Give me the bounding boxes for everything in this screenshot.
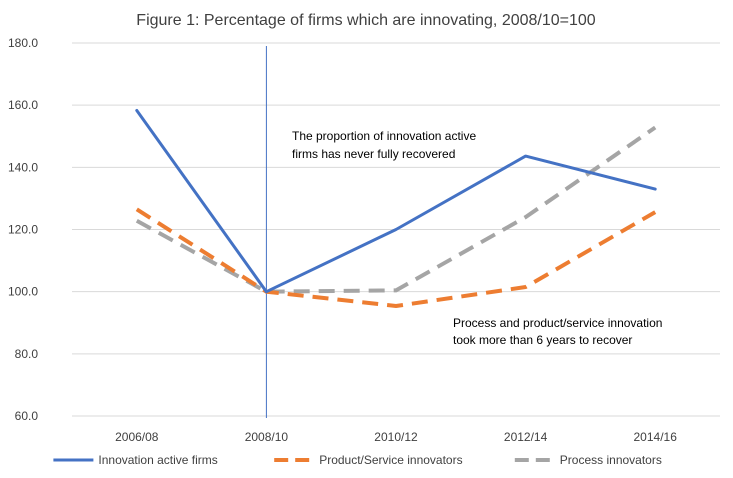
legend-label: Product/Service innovators (319, 453, 462, 467)
series-layer (135, 109, 657, 308)
annotation-2-line-1: Process and product/service innovation (453, 316, 662, 330)
x-tick-label: 2010/12 (374, 430, 418, 444)
annotation-1-line-1: The proportion of innovation active (292, 129, 476, 143)
y-tick-label: 160.0 (8, 98, 38, 112)
series-line-innovation-active-firms (135, 109, 657, 294)
x-tick-label: 2008/10 (245, 430, 289, 444)
legend-label: Innovation active firms (98, 453, 217, 467)
annotations: The proportion of innovation active firm… (292, 129, 662, 347)
y-tick-label: 120.0 (8, 223, 38, 237)
y-tick-label: 60.0 (15, 409, 39, 423)
y-tick-label: 80.0 (15, 347, 39, 361)
chart-title: Figure 1: Percentage of firms which are … (136, 12, 595, 29)
x-tick-labels: 2006/08 2008/10 2010/12 2012/14 2014/16 (115, 430, 677, 444)
y-tick-label: 140.0 (8, 160, 38, 174)
annotation-2-line-2: took more than 6 years to recover (453, 333, 632, 347)
series-line-process-innovators (135, 125, 657, 294)
series-line-product-service-innovators (135, 207, 657, 308)
legend-label: Process innovators (560, 453, 662, 467)
x-tick-label: 2014/16 (634, 430, 678, 444)
annotation-1-line-2: firms has never fully recovered (292, 147, 455, 161)
x-tick-label: 2012/14 (504, 430, 548, 444)
x-tick-label: 2006/08 (115, 430, 159, 444)
y-tick-labels: 60.0 80.0 100.0 120.0 140.0 160.0 180.0 (8, 36, 38, 423)
y-tick-label: 100.0 (8, 285, 38, 299)
legend: Innovation active firms Product/Service i… (53, 453, 662, 467)
y-tick-label: 180.0 (8, 36, 38, 50)
